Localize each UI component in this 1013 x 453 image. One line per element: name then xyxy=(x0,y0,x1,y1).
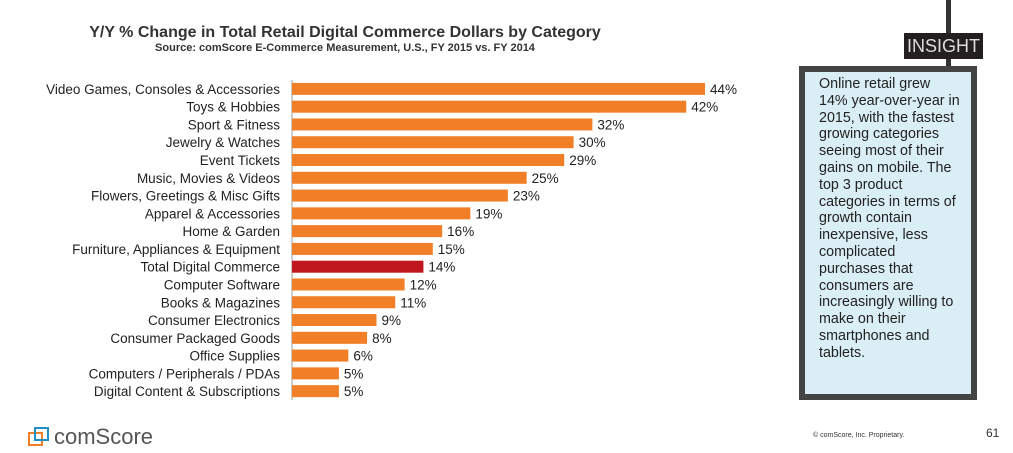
data-label: 19% xyxy=(475,206,502,221)
bar xyxy=(292,171,527,184)
category-label: Furniture, Appliances & Equipment xyxy=(72,242,280,257)
insight-tag: INSIGHT xyxy=(904,33,983,59)
category-label: Books & Magazines xyxy=(161,295,281,310)
category-label: Video Games, Consoles & Accessories xyxy=(46,82,280,97)
bar xyxy=(292,189,508,202)
data-label: 32% xyxy=(597,117,624,132)
bar xyxy=(292,296,396,309)
category-label: Consumer Electronics xyxy=(148,313,280,328)
chart-subtitle: Source: comScore E-Commerce Measurement,… xyxy=(155,42,535,54)
copyright: © comScore, Inc. Proprietary. xyxy=(813,432,905,439)
category-label: Sport & Fitness xyxy=(188,117,281,132)
category-label: Event Tickets xyxy=(200,153,281,168)
category-label: Flowers, Greetings & Misc Gifts xyxy=(91,189,280,204)
bar xyxy=(292,136,574,149)
bar xyxy=(292,278,405,291)
bar xyxy=(292,225,443,238)
data-label: 16% xyxy=(447,224,474,239)
data-label: 9% xyxy=(381,313,401,328)
category-label: Computers / Peripherals / PDAs xyxy=(89,366,281,381)
page-number: 61 xyxy=(986,426,1000,440)
category-label: Computer Software xyxy=(164,277,280,292)
data-label: 5% xyxy=(344,384,364,399)
data-label: 25% xyxy=(532,171,559,186)
bar xyxy=(292,100,687,113)
data-label: 15% xyxy=(438,242,465,257)
category-label: Toys & Hobbies xyxy=(186,100,280,115)
bar xyxy=(292,118,593,131)
category-label: Home & Garden xyxy=(182,224,280,239)
insight-box: Online retail grew 14% year-over-year in… xyxy=(799,66,977,400)
bar xyxy=(292,349,349,362)
category-label: Office Supplies xyxy=(189,349,280,364)
bar xyxy=(292,242,433,255)
data-label: 6% xyxy=(353,349,373,364)
bar xyxy=(292,207,471,220)
logo-icon xyxy=(28,427,49,446)
category-label: Consumer Packaged Goods xyxy=(110,331,280,346)
data-label: 11% xyxy=(400,295,426,310)
bar xyxy=(292,154,565,167)
chart-title: Y/Y % Change in Total Retail Digital Com… xyxy=(89,24,601,41)
data-label: 14% xyxy=(428,260,455,275)
bar xyxy=(292,260,424,273)
data-label: 23% xyxy=(513,189,540,204)
bar xyxy=(292,314,377,327)
data-label: 30% xyxy=(579,135,606,150)
bar xyxy=(292,367,339,380)
category-label: Total Digital Commerce xyxy=(140,260,280,275)
bar xyxy=(292,82,705,95)
data-label: 12% xyxy=(410,277,437,292)
logo-text: comScore xyxy=(54,424,154,449)
category-label: Digital Content & Subscriptions xyxy=(94,384,280,399)
data-label: 44% xyxy=(710,82,737,97)
data-label: 29% xyxy=(569,153,596,168)
insight-text: Online retail grew 14% year-over-year in… xyxy=(819,76,960,361)
category-label: Music, Movies & Videos xyxy=(137,171,280,186)
bar xyxy=(292,331,368,344)
category-label: Jewelry & Watches xyxy=(166,135,281,150)
data-label: 8% xyxy=(372,331,392,346)
comscore-logo: comScore xyxy=(28,424,153,450)
bar-chart: Video Games, Consoles & Accessories 44% To… xyxy=(46,80,737,401)
bar xyxy=(292,385,339,398)
data-label: 42% xyxy=(691,100,718,115)
category-label: Apparel & Accessories xyxy=(145,206,280,221)
data-label: 5% xyxy=(344,366,364,381)
